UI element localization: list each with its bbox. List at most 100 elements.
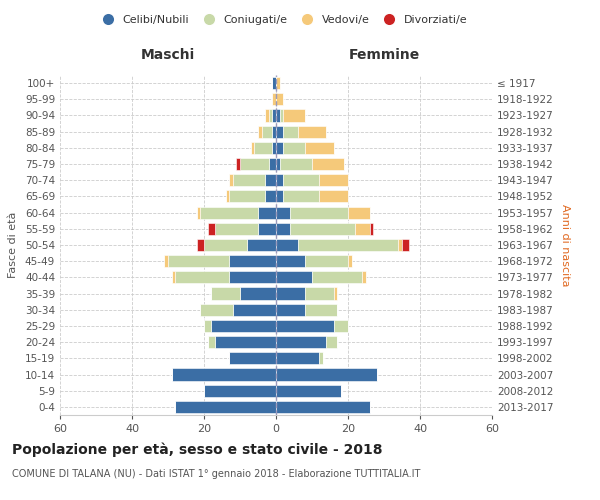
Bar — [276, 352, 319, 364]
Bar — [334, 320, 348, 332]
Bar — [240, 158, 269, 170]
Bar — [200, 304, 233, 316]
Text: Maschi: Maschi — [141, 48, 195, 62]
Bar — [168, 255, 229, 268]
Bar — [283, 110, 305, 122]
Bar — [172, 272, 175, 283]
Bar — [348, 206, 370, 218]
Bar — [197, 239, 204, 251]
Bar — [215, 336, 276, 348]
Bar — [319, 174, 348, 186]
Bar — [229, 174, 233, 186]
Bar — [240, 288, 276, 300]
Bar — [229, 190, 265, 202]
Bar — [204, 320, 211, 332]
Bar — [272, 126, 276, 138]
Bar — [258, 222, 276, 235]
Bar — [283, 174, 319, 186]
Bar — [283, 142, 305, 154]
Bar — [319, 352, 323, 364]
Bar — [276, 174, 283, 186]
Y-axis label: Fasce di età: Fasce di età — [8, 212, 18, 278]
Bar — [229, 272, 276, 283]
Bar — [215, 222, 258, 235]
Bar — [348, 255, 352, 268]
Bar — [402, 239, 409, 251]
Bar — [276, 304, 305, 316]
Bar — [197, 206, 200, 218]
Bar — [312, 272, 362, 283]
Bar — [276, 142, 283, 154]
Bar — [276, 368, 377, 380]
Bar — [272, 142, 276, 154]
Text: Popolazione per età, sesso e stato civile - 2018: Popolazione per età, sesso e stato civil… — [12, 442, 383, 457]
Bar — [276, 110, 280, 122]
Bar — [305, 255, 348, 268]
Bar — [290, 206, 348, 218]
Bar — [247, 239, 276, 251]
Bar — [211, 320, 276, 332]
Bar — [276, 384, 341, 397]
Y-axis label: Anni di nascita: Anni di nascita — [560, 204, 570, 286]
Bar — [280, 158, 312, 170]
Bar — [276, 320, 334, 332]
Bar — [276, 239, 298, 251]
Bar — [272, 93, 276, 106]
Bar — [276, 255, 305, 268]
Bar — [272, 77, 276, 89]
Bar — [262, 126, 272, 138]
Bar — [283, 190, 319, 202]
Bar — [298, 239, 398, 251]
Bar — [229, 352, 276, 364]
Bar — [276, 401, 370, 413]
Bar — [276, 126, 283, 138]
Bar — [276, 93, 283, 106]
Legend: Celibi/Nubili, Coniugati/e, Vedovi/e, Divorziati/e: Celibi/Nubili, Coniugati/e, Vedovi/e, Di… — [92, 10, 472, 29]
Bar — [276, 206, 290, 218]
Bar — [362, 272, 366, 283]
Bar — [305, 142, 334, 154]
Bar — [370, 222, 373, 235]
Bar — [319, 190, 348, 202]
Bar — [305, 288, 334, 300]
Bar — [298, 126, 326, 138]
Bar — [276, 288, 305, 300]
Bar — [305, 304, 337, 316]
Text: Femmine: Femmine — [349, 48, 419, 62]
Bar — [258, 126, 262, 138]
Bar — [233, 174, 265, 186]
Bar — [236, 158, 240, 170]
Bar — [208, 336, 215, 348]
Bar — [398, 239, 402, 251]
Bar — [276, 77, 280, 89]
Bar — [265, 190, 276, 202]
Bar — [272, 110, 276, 122]
Bar — [172, 368, 276, 380]
Bar — [204, 239, 247, 251]
Bar — [334, 288, 337, 300]
Bar — [254, 142, 272, 154]
Text: COMUNE DI TALANA (NU) - Dati ISTAT 1° gennaio 2018 - Elaborazione TUTTITALIA.IT: COMUNE DI TALANA (NU) - Dati ISTAT 1° ge… — [12, 469, 421, 479]
Bar — [204, 384, 276, 397]
Bar — [226, 190, 229, 202]
Bar — [200, 206, 258, 218]
Bar — [290, 222, 355, 235]
Bar — [175, 401, 276, 413]
Bar — [164, 255, 168, 268]
Bar — [258, 206, 276, 218]
Bar — [233, 304, 276, 316]
Bar — [326, 336, 337, 348]
Bar — [276, 158, 280, 170]
Bar — [229, 255, 276, 268]
Bar — [283, 126, 298, 138]
Bar — [276, 336, 326, 348]
Bar — [251, 142, 254, 154]
Bar — [280, 110, 283, 122]
Bar — [269, 158, 276, 170]
Bar — [312, 158, 344, 170]
Bar — [208, 222, 215, 235]
Bar — [276, 190, 283, 202]
Bar — [355, 222, 370, 235]
Bar — [265, 174, 276, 186]
Bar — [175, 272, 229, 283]
